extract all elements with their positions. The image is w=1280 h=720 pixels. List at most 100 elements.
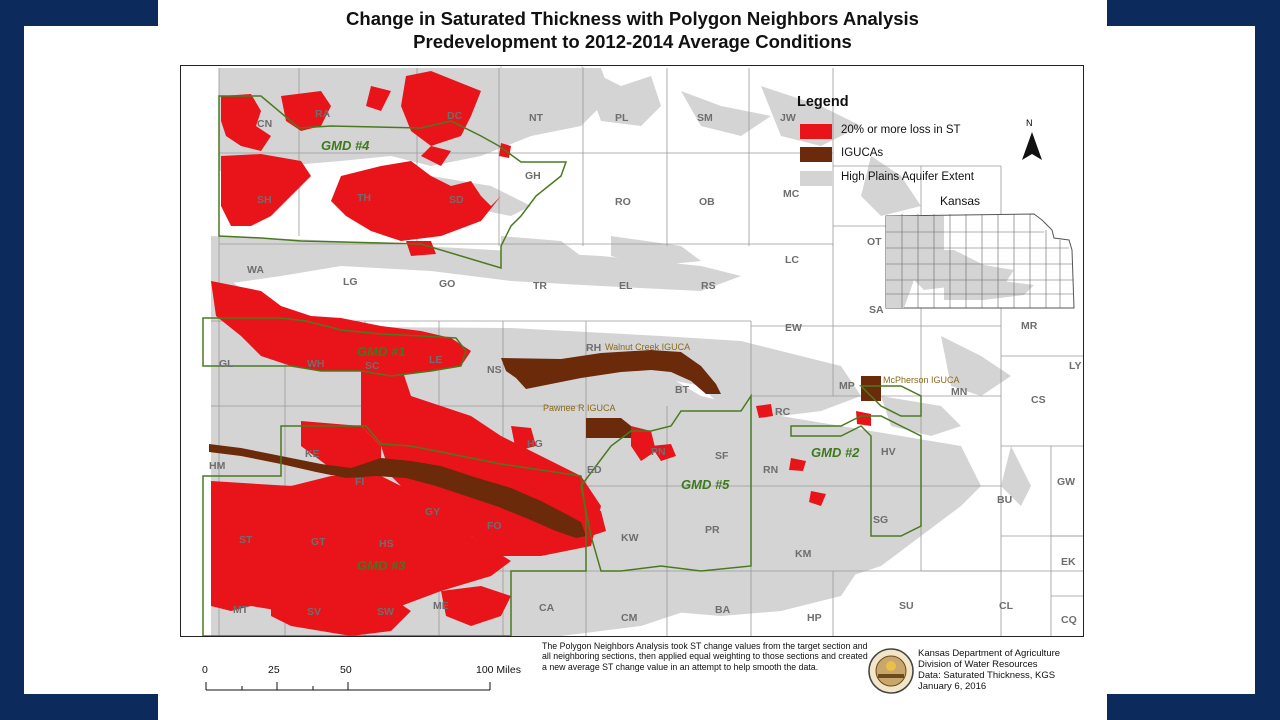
county-label-fi: FI [355,476,365,488]
county-label-st: ST [239,534,253,546]
scale-label-0: 0 [202,664,208,676]
north-arrow-icon: N [1020,118,1044,162]
county-label-nt: NT [529,112,543,124]
legend-label: High Plains Aquifer Extent [841,171,974,183]
county-label-sm: SM [697,112,713,124]
county-label-km: KM [795,548,812,560]
county-label-hm: HM [209,460,226,472]
county-label-cs: CS [1031,394,1046,406]
county-label-mp: MP [839,380,855,392]
county-label-ed: ED [587,464,602,476]
scale-bar: 0 25 50 100 Miles [196,664,526,704]
county-label-go: GO [439,278,456,290]
county-label-gt: GT [311,536,326,548]
county-label-gw: GW [1057,476,1076,488]
county-label-le: LE [429,354,443,366]
county-label-ca: CA [539,602,555,614]
kansas-inset-map [885,213,1075,309]
county-label-ra: RA [315,108,331,120]
county-label-sw: SW [377,606,394,618]
credits-line2: Division of Water Resources [918,659,1038,670]
county-label-cl: CL [999,600,1013,612]
credits: Kansas Department of Agriculture Divisio… [918,648,1060,692]
county-label-th: TH [357,192,371,204]
county-label-rs: RS [701,280,716,292]
gmd-label-1: GMD #1 [357,344,406,359]
map-frame: CN RA DC NT PL SM JW SH TH SD GH RO OB M… [180,65,1084,637]
county-label-hg: HG [527,438,543,450]
county-label-cn: CN [257,118,273,130]
county-label-hp: HP [807,612,822,624]
county-label-pl: PL [615,112,629,124]
county-label-me: ME [433,600,449,612]
iguca-areas [209,350,881,538]
county-label-wh: WH [307,358,325,370]
county-label-fo: FO [487,520,502,532]
credits-line4: January 6, 2016 [918,681,987,692]
legend-label: 20% or more loss in ST [841,124,961,136]
county-label-ba: BA [715,604,731,616]
county-label-su: SU [899,600,914,612]
legend-label: IGUCAs [841,147,884,159]
iguca-label-pawnee: Pawnee R IGUCA [543,403,616,413]
county-label-mt: MT [233,604,249,616]
county-label-tr: TR [533,280,547,292]
county-label-mc: MC [783,188,800,200]
scale-label-25: 25 [268,664,280,676]
county-label-mr: MR [1021,320,1038,332]
scale-label-100: 100 Miles [476,664,521,676]
county-label-ob: OB [699,196,715,208]
county-label-ot: OT [867,236,882,248]
county-label-sc: SC [365,360,380,372]
county-label-hv: HV [881,446,896,458]
legend-swatch-loss [800,124,832,139]
county-label-ly: LY [1069,360,1082,372]
kda-seal-icon [868,648,914,694]
county-label-lc: LC [785,254,799,266]
scale-label-50: 50 [340,664,352,676]
county-label-el: EL [619,280,633,292]
map-title-line2: Predevelopment to 2012-2014 Average Cond… [413,31,852,52]
legend-swatch-iguca [800,147,832,162]
county-label-cm: CM [621,612,638,624]
county-label-jw: JW [780,112,796,124]
credits-line1: Kansas Department of Agriculture [918,648,1061,659]
inset-title: Kansas [940,194,981,208]
county-label-lg: LG [343,276,358,288]
legend-swatch-aquifer [800,171,832,186]
county-label-pr: PR [705,524,720,536]
county-label-mn: MN [951,386,968,398]
county-label-ew: EW [785,322,802,334]
iguca-label-walnut-creek: Walnut Creek IGUCA [605,342,691,352]
iguca-label-mcpherson: McPherson IGUCA [883,375,960,385]
county-label-sg: SG [873,514,889,526]
county-label-pn: PN [651,446,666,458]
county-label-gh: GH [525,170,541,182]
map-title-line1: Change in Saturated Thickness with Polyg… [346,8,919,29]
county-label-dc: DC [447,110,463,122]
county-label-hs: HS [379,538,394,550]
county-label-sf: SF [715,450,729,462]
county-label-ro: RO [615,196,631,208]
county-label-sd: SD [449,194,464,206]
county-label-gy: GY [425,506,441,518]
county-label-ns: NS [487,364,502,376]
county-label-sv: SV [307,606,322,618]
county-label-sa: SA [869,304,884,316]
county-label-rh: RH [586,342,602,354]
gmd-boundaries [202,95,922,636]
gmd-label-2: GMD #2 [811,445,860,460]
methodology-note: The Polygon Neighbors Analysis took ST c… [542,641,868,672]
county-label-ek: EK [1061,556,1076,568]
county-label-bu: BU [997,494,1013,506]
county-label-gl: GL [219,358,234,370]
county-label-sh: SH [257,194,272,206]
county-label-kw: KW [621,532,639,544]
credits-line3: Data: Saturated Thickness, KGS [918,670,1056,681]
county-label-cq: CQ [1061,614,1077,626]
gmd-label-5: GMD #5 [681,477,730,492]
county-label-rn: RN [763,464,779,476]
county-label-bt: BT [675,384,689,396]
legend-title: Legend [797,94,849,110]
gmd-label-4: GMD #4 [321,138,370,153]
